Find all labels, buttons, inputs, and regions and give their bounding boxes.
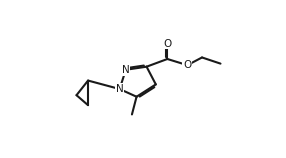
Text: O: O [163,39,172,49]
Text: N: N [116,84,124,94]
Text: N: N [122,65,130,75]
Text: O: O [183,60,192,70]
